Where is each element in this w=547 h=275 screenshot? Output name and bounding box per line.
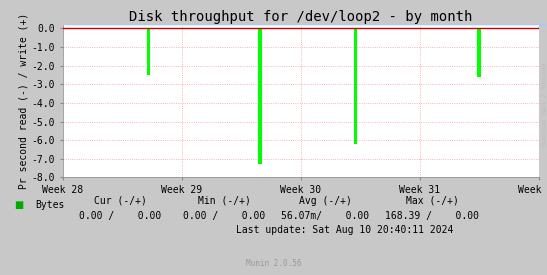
Text: Cur (-/+): Cur (-/+) xyxy=(94,196,147,206)
Text: 168.39 /    0.00: 168.39 / 0.00 xyxy=(385,211,479,221)
Text: 56.07m/    0.00: 56.07m/ 0.00 xyxy=(281,211,370,221)
Title: Disk throughput for /dev/loop2 - by month: Disk throughput for /dev/loop2 - by mont… xyxy=(129,10,473,24)
Text: 0.00 /    0.00: 0.00 / 0.00 xyxy=(79,211,161,221)
Text: Avg (-/+): Avg (-/+) xyxy=(299,196,352,206)
Text: RRDTOOL / TOBI OETIKER: RRDTOOL / TOBI OETIKER xyxy=(540,63,546,146)
Text: ■: ■ xyxy=(14,200,23,210)
Text: Bytes: Bytes xyxy=(36,200,65,210)
Text: 0.00 /    0.00: 0.00 / 0.00 xyxy=(183,211,265,221)
Text: Max (-/+): Max (-/+) xyxy=(406,196,458,206)
Text: Munin 2.0.56: Munin 2.0.56 xyxy=(246,260,301,268)
Text: Min (-/+): Min (-/+) xyxy=(198,196,251,206)
Y-axis label: Pr second read (-) / write (+): Pr second read (-) / write (+) xyxy=(19,13,29,189)
Text: Last update: Sat Aug 10 20:40:11 2024: Last update: Sat Aug 10 20:40:11 2024 xyxy=(236,225,453,235)
